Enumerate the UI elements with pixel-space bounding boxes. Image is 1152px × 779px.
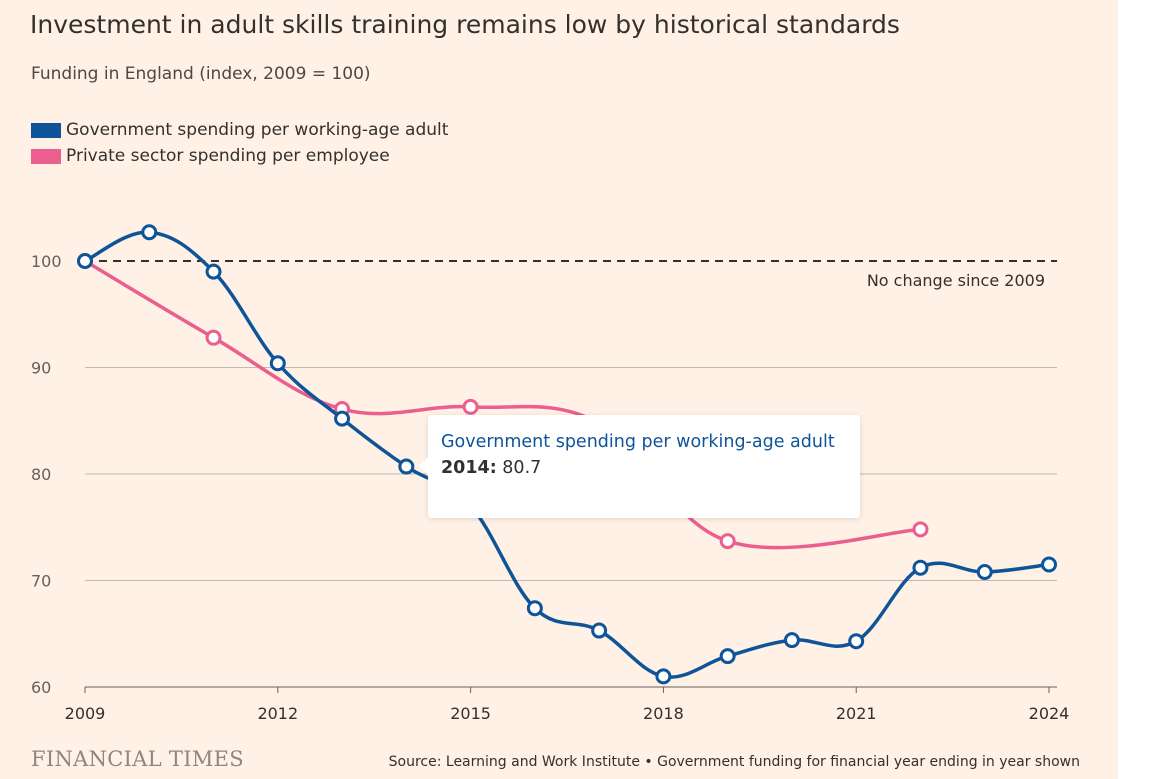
x-tick-label-2021: 2021: [836, 704, 877, 723]
legend-swatch-private: [31, 148, 61, 164]
data-point-government-2018: [655, 668, 672, 685]
chart-title: Investment in adult skills training rema…: [30, 10, 900, 39]
data-point-private-2022: [912, 521, 929, 538]
chart-subtitle: Funding in England (index, 2009 = 100): [31, 64, 371, 84]
x-tick-label-2009: 2009: [65, 704, 106, 723]
data-point-private-2011: [205, 329, 222, 346]
data-point-government-2012: [269, 355, 286, 372]
data-point-government-2016: [526, 600, 543, 617]
legend-item-private[interactable]: Private sector spending per employee: [31, 143, 448, 169]
line-chart: 60 70 80 90 100 2009 2012 2015 2018 2021 2024 No ch…: [31, 224, 1070, 723]
data-point-government-2009: [77, 253, 93, 269]
data-point-government-2014: [398, 458, 415, 475]
tooltip-arrow: [419, 457, 428, 475]
legend-item-government[interactable]: Government spending per working-age adul…: [31, 117, 448, 143]
data-point-government-2019: [719, 648, 736, 665]
y-tick-label-60: 60: [31, 678, 51, 697]
data-point-government-2020: [783, 632, 800, 649]
data-point-government-2023: [976, 563, 993, 580]
data-point-government-2010: [141, 224, 158, 241]
reference-line-label: No change since 2009: [867, 271, 1045, 290]
x-tick-label-2012: 2012: [257, 704, 298, 723]
tooltip: Government spending per working-age adul…: [419, 415, 860, 518]
tooltip-year: 2014:: [441, 458, 497, 478]
y-tick-label-70: 70: [31, 572, 51, 591]
data-point-government-2021: [848, 633, 865, 650]
legend: Government spending per working-age adul…: [31, 117, 448, 169]
data-point-government-2024: [1041, 556, 1057, 573]
ft-logo: FINANCIAL TIMES: [31, 747, 244, 771]
legend-label-private: Private sector spending per employee: [66, 146, 390, 166]
source-note: Source: Learning and Work Institute • Go…: [388, 754, 1080, 770]
tooltip-value-row: 2014: 80.7: [441, 455, 847, 481]
y-tick-label-80: 80: [31, 465, 51, 484]
series-line-government: [83, 230, 1051, 679]
data-point-private-2019: [719, 533, 736, 550]
y-tick-label-100: 100: [31, 252, 62, 271]
data-point-private-2015: [462, 398, 479, 415]
chart-card: Investment in adult skills training rema…: [0, 0, 1118, 779]
x-tick-label-2018: 2018: [643, 704, 684, 723]
tooltip-value: 80.7: [502, 458, 542, 478]
data-point-government-2013: [334, 410, 351, 427]
x-tick-label-2024: 2024: [1029, 704, 1070, 723]
legend-swatch-government: [31, 122, 61, 138]
data-point-government-2011: [205, 263, 222, 280]
y-tick-label-90: 90: [31, 359, 51, 378]
tooltip-series-name: Government spending per working-age adul…: [441, 432, 835, 452]
legend-label-government: Government spending per working-age adul…: [66, 120, 449, 140]
data-point-government-2017: [591, 622, 608, 639]
x-tick-label-2015: 2015: [450, 704, 491, 723]
data-point-government-2022: [912, 559, 929, 576]
